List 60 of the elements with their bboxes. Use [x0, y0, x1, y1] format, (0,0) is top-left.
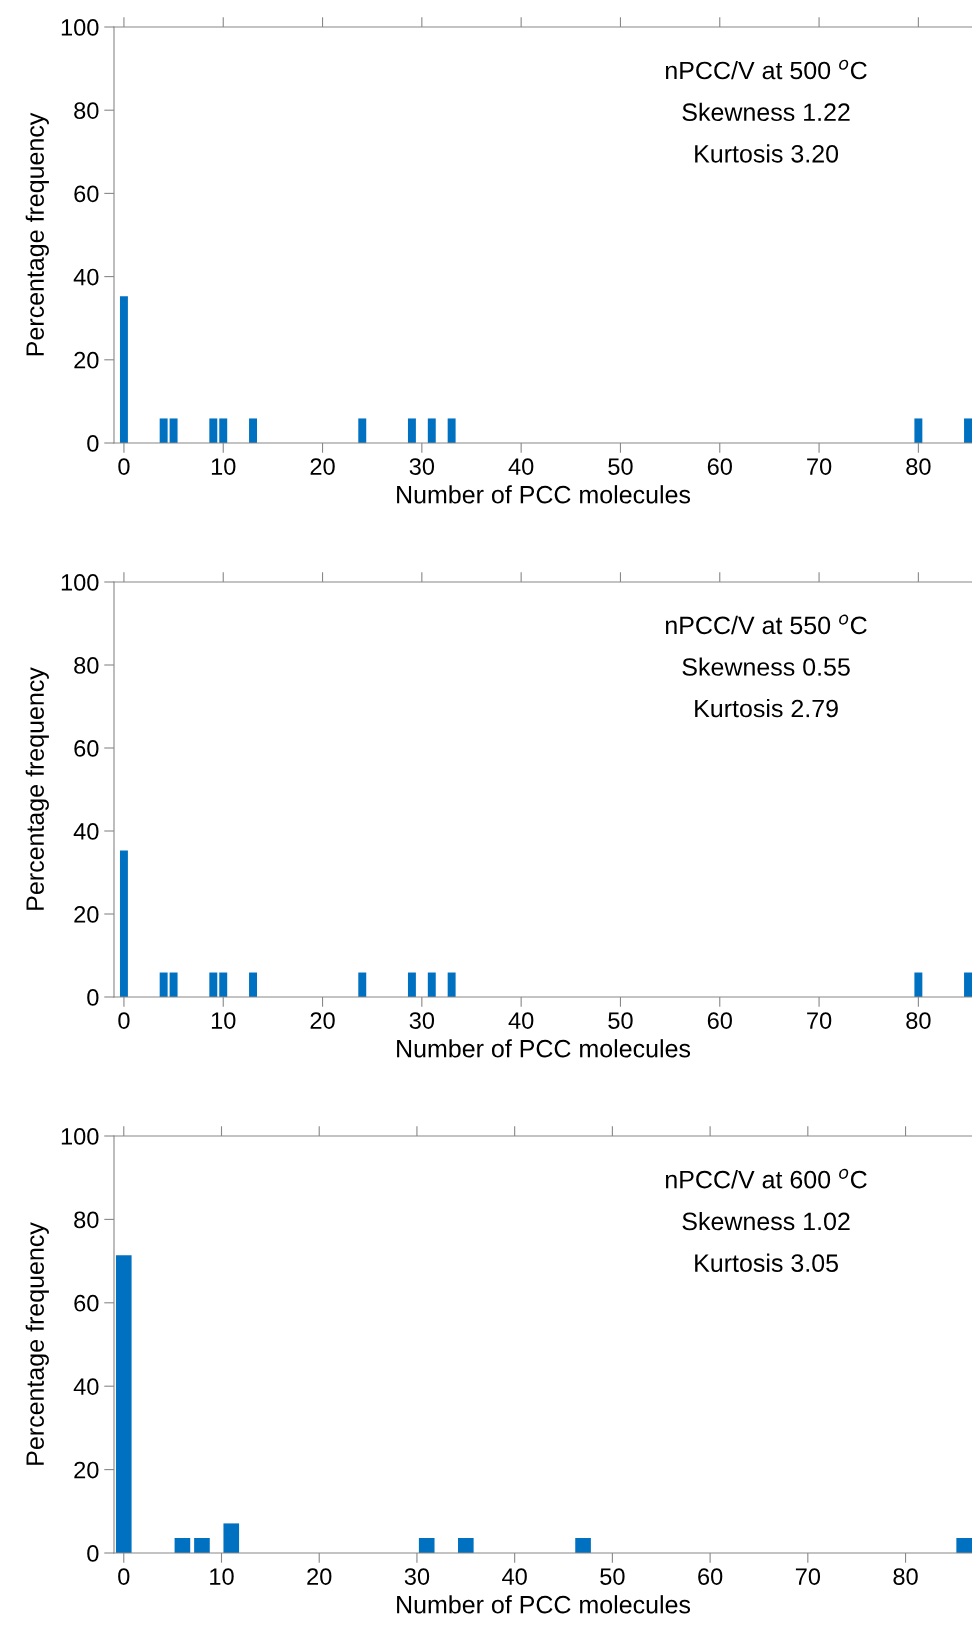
- x-tick-label: 0: [118, 1012, 130, 1029]
- y-tick-label: 100: [61, 19, 99, 36]
- x-tick-label: 40: [508, 1012, 534, 1029]
- x-tick-label: 60: [707, 458, 732, 475]
- x-tick-label: 20: [310, 458, 335, 475]
- y-tick-label: 40: [73, 823, 99, 840]
- x-tick-label: 30: [409, 1012, 435, 1029]
- x-tick-label: 50: [600, 1568, 625, 1585]
- y-tick-label: 20: [74, 351, 99, 369]
- x-axis-title: Number of PCC molecules: [397, 1039, 691, 1058]
- x-axis-title: Number of PCC molecules: [397, 1595, 691, 1614]
- x-tick-label: 60: [698, 1568, 723, 1585]
- y-tick-label: 40: [73, 1378, 99, 1395]
- annotation: nPCC/V at 550 $^{o}$C: [665, 614, 867, 635]
- x-tick-label: 70: [795, 1568, 821, 1585]
- y-tick-label: 80: [74, 657, 99, 674]
- y-tick-label: 100: [61, 574, 99, 591]
- x-tick-label: 0: [118, 1568, 130, 1585]
- x-tick-label: 30: [409, 458, 435, 475]
- annotation: Skewness 0.55: [682, 657, 850, 676]
- y-axis-title: Percentage frequency: [25, 1222, 49, 1465]
- y-tick-label: 80: [74, 1211, 99, 1229]
- y-tick-label: 20: [74, 906, 99, 923]
- y-tick-label: 60: [74, 740, 99, 757]
- x-tick-label: 0: [118, 458, 130, 475]
- y-tick-label: 0: [87, 435, 99, 452]
- y-axis-title: Percentage frequency: [25, 667, 49, 910]
- annotation: Kurtosis 3.20: [695, 144, 839, 163]
- x-tick-label: 80: [893, 1568, 918, 1585]
- y-tick-label: 0: [87, 989, 99, 1006]
- annotation: nPCC/V at 600 $^{o}$C: [665, 1168, 867, 1189]
- x-tick-label: 80: [906, 1012, 931, 1029]
- x-tick-label: 70: [807, 458, 832, 475]
- x-tick-label: 20: [307, 1568, 332, 1585]
- x-tick-label: 50: [608, 1012, 633, 1029]
- x-tick-label: 80: [906, 458, 931, 475]
- x-tick-label: 10: [211, 1012, 236, 1029]
- x-tick-label: 20: [310, 1012, 335, 1029]
- x-tick-label: 10: [210, 1568, 234, 1585]
- x-axis-title: Number of PCC molecules: [397, 485, 691, 504]
- x-tick-label: 40: [502, 1568, 527, 1585]
- y-tick-label: 40: [73, 268, 99, 286]
- annotation: Kurtosis 2.79: [695, 699, 838, 718]
- x-tick-label: 60: [707, 1012, 732, 1029]
- x-tick-label: 50: [608, 458, 633, 475]
- y-axis-title: Percentage frequency: [25, 112, 49, 356]
- x-tick-label: 30: [404, 1568, 430, 1585]
- annotation: Skewness 1.02: [682, 1211, 850, 1231]
- annotation: nPCC/V at 500 $^{o}$C: [665, 59, 867, 80]
- annotation: Skewness 1.22: [682, 102, 850, 122]
- x-tick-label: 70: [807, 1012, 832, 1029]
- y-tick-label: 100: [61, 1128, 99, 1145]
- y-tick-label: 80: [74, 102, 99, 119]
- x-tick-label: 10: [211, 458, 236, 475]
- y-tick-label: 20: [74, 1461, 99, 1479]
- x-tick-label: 40: [508, 458, 534, 475]
- y-tick-label: 0: [87, 1545, 99, 1562]
- y-tick-label: 60: [74, 185, 99, 203]
- annotation: Kurtosis 3.05: [695, 1253, 838, 1272]
- y-tick-label: 60: [74, 1294, 99, 1312]
